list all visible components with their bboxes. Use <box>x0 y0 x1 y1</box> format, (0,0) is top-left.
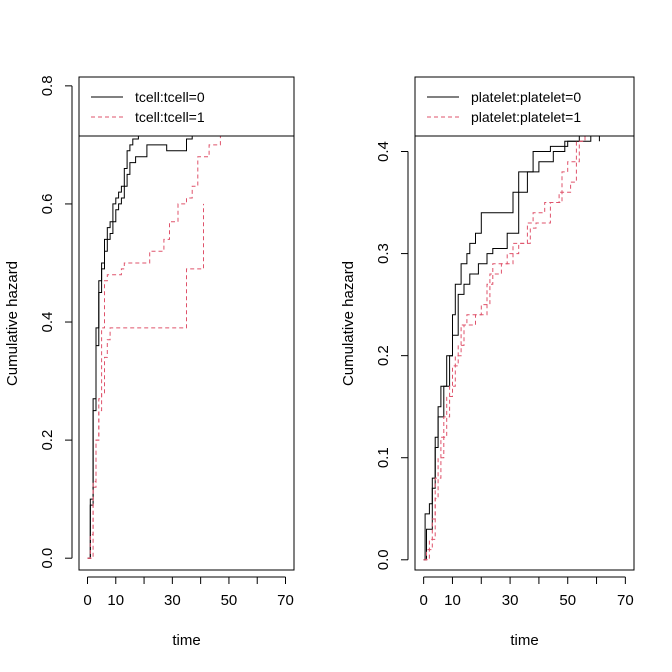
x-tick-label: 30 <box>502 592 519 609</box>
series-line <box>87 203 204 559</box>
x-tick-label: 50 <box>221 592 238 609</box>
x-tick-label: 50 <box>559 592 576 609</box>
y-tick-label: 0.0 <box>375 549 392 570</box>
x-tick-label: 10 <box>107 592 124 609</box>
x-tick-label: 0 <box>83 592 91 609</box>
y-tick-label: 0.2 <box>39 430 56 451</box>
y-tick-label: 0.0 <box>39 548 56 569</box>
x-axis-label: time <box>172 632 200 649</box>
series-group <box>423 77 626 561</box>
series-line <box>87 97 286 559</box>
series-line <box>423 77 603 561</box>
legend-label: platelet:platelet=1 <box>471 109 581 125</box>
x-tick-label: 70 <box>617 592 634 609</box>
x-tick-label: 0 <box>419 592 427 609</box>
y-tick-label: 0.4 <box>375 141 392 162</box>
y-axis-label: Cumulative hazard <box>4 261 21 386</box>
legend-box <box>78 76 295 137</box>
legend-box <box>414 76 635 137</box>
y-tick-label: 0.4 <box>39 312 56 333</box>
plot-frame <box>414 76 635 571</box>
series-line <box>423 77 606 561</box>
series-group <box>87 77 286 559</box>
y-tick-label: 0.1 <box>375 447 392 468</box>
legend-label: tcell:tcell=1 <box>135 109 205 125</box>
x-tick-label: 10 <box>444 592 461 609</box>
x-tick-label: 30 <box>164 592 181 609</box>
x-tick-label: 70 <box>277 592 294 609</box>
y-tick-label: 0.2 <box>375 345 392 366</box>
chart-panel-2: platelet:platelet=0 platelet:platelet=1 0 1… <box>340 76 635 649</box>
series-line <box>423 77 626 561</box>
y-tick-label: 0.6 <box>39 194 56 215</box>
x-axis-label: time <box>510 632 538 649</box>
chart-panel-1: tcell:tcell=0 tcell:tcell=1 0 10 30 50 70 time 0… <box>4 75 295 649</box>
legend-label: platelet:platelet=0 <box>471 89 581 105</box>
y-axis-label: Cumulative hazard <box>340 261 357 386</box>
series-line <box>87 77 233 559</box>
series-line <box>87 77 236 559</box>
legend-label: tcell:tcell=0 <box>135 89 205 105</box>
y-tick-label: 0.3 <box>375 243 392 264</box>
series-line <box>423 95 618 561</box>
y-tick-label: 0.8 <box>39 75 56 96</box>
